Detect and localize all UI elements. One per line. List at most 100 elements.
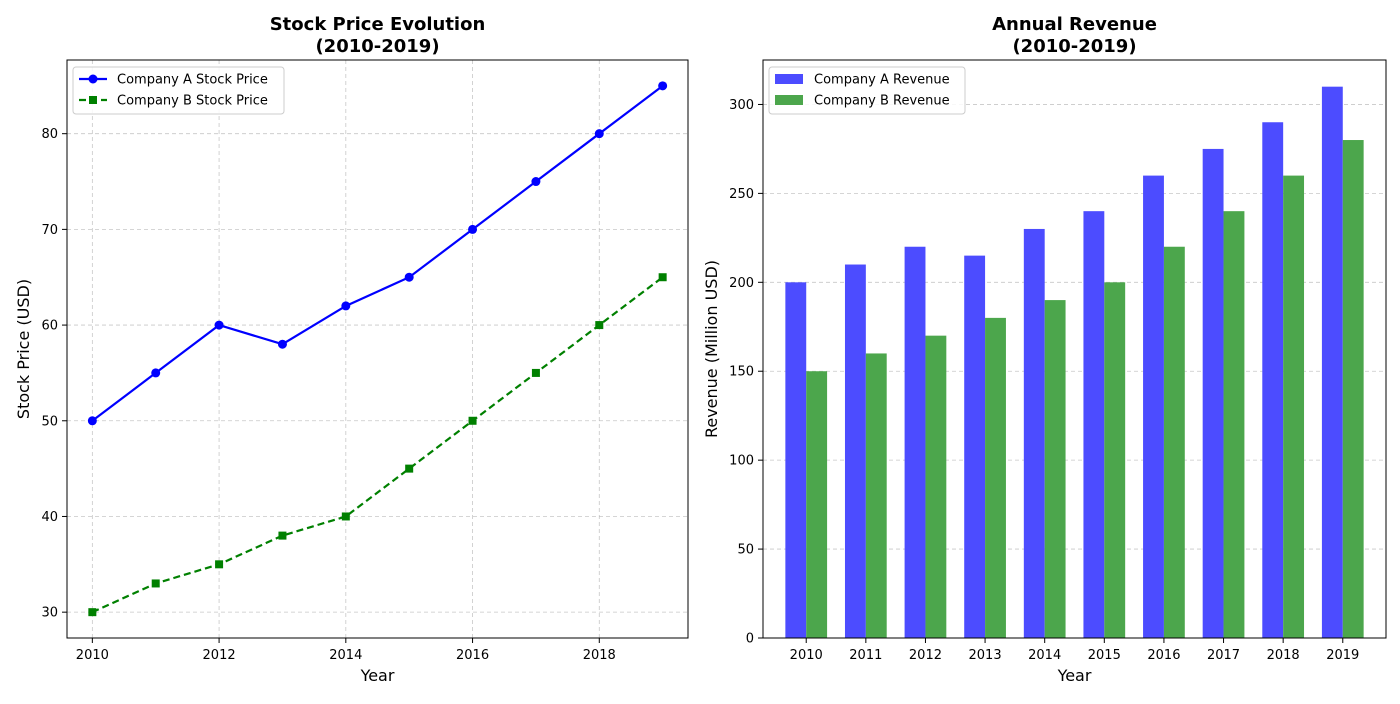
- legend-marker: [88, 74, 98, 84]
- data-point: [88, 608, 97, 617]
- x-tick-label: 2019: [1326, 648, 1359, 663]
- data-point: [151, 368, 161, 378]
- data-point: [341, 512, 350, 521]
- y-tick-label: 80: [41, 127, 58, 142]
- x-tick-label: 2016: [1147, 648, 1180, 663]
- chart-title: Stock Price Evolution: [270, 14, 486, 35]
- x-tick-label: 2018: [1267, 648, 1300, 663]
- data-point: [341, 301, 351, 311]
- y-tick-label: 200: [729, 276, 754, 291]
- data-point: [404, 272, 414, 282]
- bar: [964, 255, 986, 638]
- series-company-b: [806, 140, 1364, 638]
- x-tick-label: 2011: [849, 648, 882, 663]
- data-point: [278, 531, 287, 540]
- x-tick-label: 2014: [1028, 648, 1061, 663]
- data-point: [658, 81, 668, 91]
- x-tick-label: 2016: [456, 648, 489, 663]
- legend-box: [72, 66, 285, 115]
- data-point: [405, 464, 414, 473]
- bar: [1321, 86, 1343, 638]
- grid-lines: [67, 60, 688, 638]
- plot-frame: [66, 59, 689, 639]
- data-point: [658, 273, 667, 282]
- bar-chart: 2010 2011 2012 2013 2014 2015 2016 2017 2018 2019…: [702, 14, 1387, 685]
- legend-marker: [89, 96, 97, 104]
- legend: Company A Revenue Company B Revenue: [768, 66, 966, 115]
- legend-swatch: [775, 74, 803, 84]
- x-tick-label: 2010: [790, 648, 823, 663]
- data-point: [594, 129, 604, 139]
- y-tick-label: 250: [729, 187, 754, 202]
- bar: [1044, 300, 1066, 638]
- y-tick-label: 150: [729, 365, 754, 380]
- bar: [1083, 211, 1105, 638]
- y-axis-label: Stock Price (USD): [14, 279, 33, 419]
- legend-swatch: [775, 95, 803, 105]
- y-tick-label: 70: [41, 223, 58, 238]
- x-tick-label: 2013: [969, 648, 1002, 663]
- y-tick-label: 40: [41, 510, 58, 525]
- data-point: [215, 560, 224, 569]
- bar: [806, 371, 828, 638]
- bar: [1104, 282, 1126, 638]
- bar: [1143, 175, 1164, 638]
- series-company-a: [785, 86, 1343, 638]
- chart-title: (2010-2019): [315, 36, 439, 57]
- series-company-a: [87, 81, 668, 426]
- bar: [1023, 228, 1045, 638]
- chart-title: Annual Revenue: [992, 14, 1157, 35]
- data-point: [277, 339, 287, 349]
- data-point: [595, 321, 604, 330]
- y-tick-label: 0: [746, 632, 754, 647]
- chart-title: (2010-2019): [1012, 36, 1136, 57]
- x-tick-label: 2017: [1207, 648, 1240, 663]
- y-tick-label: 100: [729, 454, 754, 469]
- x-axis-label: Year: [1057, 666, 1092, 685]
- data-point: [468, 416, 477, 425]
- legend-box: [768, 66, 966, 115]
- x-axis-label: Year: [360, 666, 395, 685]
- y-tick-label: 50: [737, 543, 754, 558]
- data-point: [531, 177, 541, 187]
- plot-frame: [762, 59, 1387, 639]
- x-tick-label: 2010: [76, 648, 109, 663]
- bar: [844, 264, 866, 638]
- bar: [904, 246, 926, 638]
- series-company-b: [88, 273, 667, 617]
- y-axis-label: Revenue (Million USD): [702, 260, 721, 438]
- line-chart: 2010 2012 2014 2016 2018 30 40 50 60 70 80 Stock Pr…: [14, 14, 689, 685]
- x-tick-label: 2018: [583, 648, 616, 663]
- data-point: [531, 368, 540, 377]
- legend-label: Company A Stock Price: [117, 73, 268, 88]
- bar: [785, 282, 807, 638]
- bar: [985, 317, 1006, 638]
- legend-label: Company B Stock Price: [117, 94, 268, 109]
- bar: [1342, 140, 1364, 638]
- x-tick-label: 2015: [1088, 648, 1121, 663]
- y-tick-label: 60: [41, 319, 58, 334]
- y-tick-label: 30: [41, 606, 58, 621]
- data-point: [151, 579, 160, 588]
- y-tick-label: 50: [41, 414, 58, 429]
- legend-label: Company A Revenue: [814, 73, 950, 88]
- data-point: [214, 320, 224, 330]
- bar: [1223, 211, 1245, 638]
- data-point: [468, 224, 478, 234]
- series-line: [91, 84, 664, 422]
- y-tick-label: 300: [729, 98, 754, 113]
- bar: [925, 335, 947, 638]
- bar: [1163, 246, 1185, 638]
- legend-label: Company B Revenue: [814, 94, 950, 109]
- bar: [1262, 122, 1284, 638]
- x-tick-label: 2012: [203, 648, 236, 663]
- bar: [865, 353, 887, 638]
- series-line: [91, 276, 664, 614]
- x-tick-label: 2014: [329, 648, 362, 663]
- data-point: [87, 416, 97, 426]
- x-tick-label: 2012: [909, 648, 942, 663]
- legend: Company A Stock Price Company B Stock Pri…: [72, 66, 285, 115]
- bar: [1283, 175, 1305, 638]
